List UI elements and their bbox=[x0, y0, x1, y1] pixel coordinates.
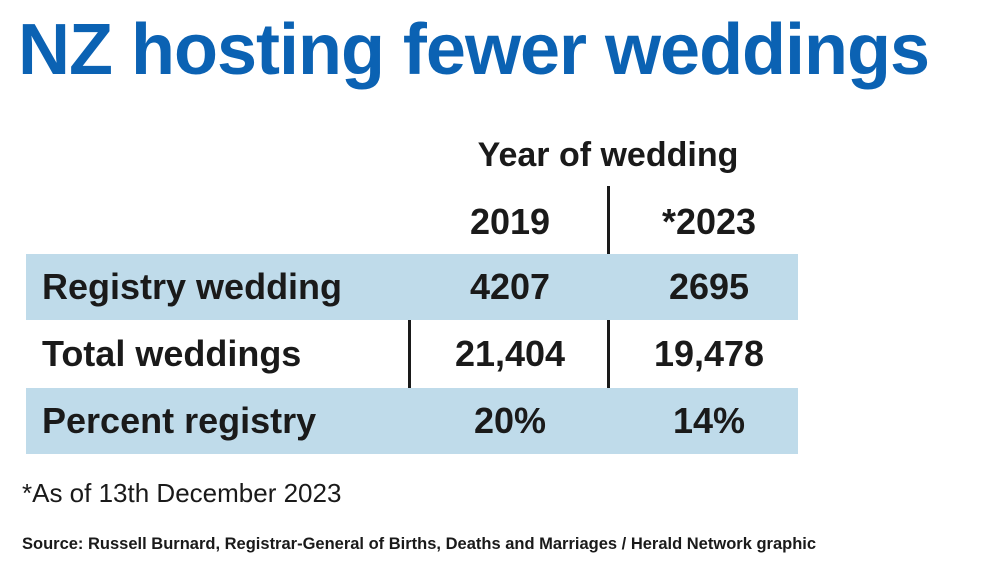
cell-2023: 2695 bbox=[668, 266, 750, 307]
table-row-registry-wedding: Registry wedding 4207 2695 bbox=[26, 254, 798, 320]
cell-2023: 19,478 bbox=[653, 333, 765, 374]
row-label: Percent registry bbox=[42, 400, 317, 441]
table-row-percent-registry: Percent registry 20% 14% bbox=[26, 388, 798, 454]
column-header-2023: *2023 bbox=[661, 201, 757, 242]
column-header-2019: 2019 bbox=[469, 201, 551, 242]
footnote: *As of 13th December 2023 bbox=[22, 478, 342, 508]
source-credit: Source: Russell Burnard, Registrar-Gener… bbox=[22, 535, 817, 553]
chart-title: NZ hosting fewer weddings bbox=[18, 10, 930, 90]
row-label: Registry wedding bbox=[42, 266, 343, 307]
column-group-header: Year of wedding bbox=[477, 136, 739, 174]
table-row-total-weddings: Total weddings 21,404 19,478 bbox=[26, 321, 798, 387]
column-divider-right bbox=[607, 186, 610, 454]
cell-2023: 14% bbox=[672, 400, 746, 441]
cell-2019: 20% bbox=[473, 400, 547, 441]
row-label: Total weddings bbox=[42, 333, 302, 374]
column-divider-left bbox=[408, 254, 411, 454]
cell-2019: 21,404 bbox=[454, 333, 566, 374]
cell-2019: 4207 bbox=[469, 266, 551, 307]
